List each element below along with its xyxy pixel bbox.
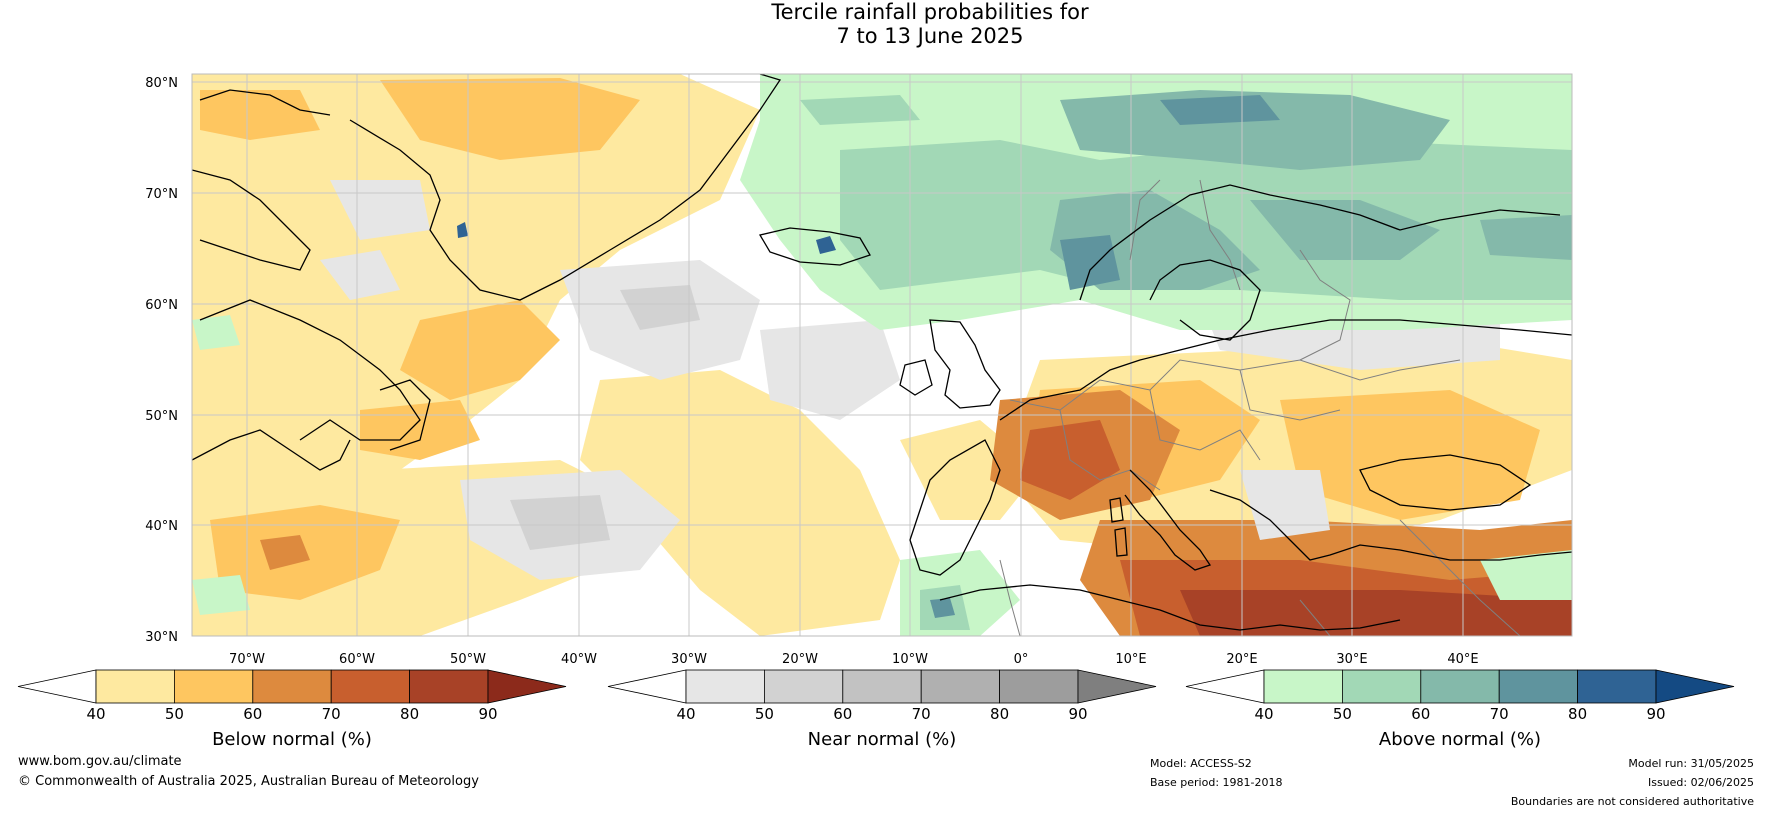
probability-map: [192, 74, 1572, 636]
model-text: Model: ACCESS-S2: [1150, 757, 1252, 770]
copyright-text: © Commonwealth of Australia 2025, Austra…: [18, 774, 479, 789]
colorbar-above-tick: 60: [1411, 705, 1430, 723]
disclaimer-text: Boundaries are not considered authoritat…: [1510, 795, 1754, 808]
colorbar-near-tick: 90: [1068, 705, 1087, 723]
colorbar-below-tick: 80: [400, 705, 419, 723]
lon-label-50w: 50°W: [450, 652, 486, 667]
lon-label-30w: 30°W: [671, 652, 707, 667]
lat-label-50: 50°N: [145, 409, 178, 424]
lon-label-20w: 20°W: [782, 652, 818, 667]
colorbar-above-segment: [1498, 669, 1578, 704]
lon-label-40w: 40°W: [561, 652, 597, 667]
colorbar-near-segment: [920, 669, 1001, 704]
coastlines: [192, 74, 1572, 631]
near-normal-shading-mid: [510, 285, 700, 550]
title-line-2: 7 to 13 June 2025: [836, 24, 1024, 48]
colorbar-near-tick: 80: [990, 705, 1009, 723]
lat-label-40: 40°N: [145, 519, 178, 534]
graticule: [192, 74, 1572, 636]
colorbar-below-segment: [330, 669, 411, 704]
colorbar-near-segment: [999, 669, 1079, 704]
colorbar-below-low-extension: [17, 669, 97, 704]
model-run-text: Model run: 31/05/2025: [1628, 757, 1754, 770]
colorbar-above-tick: 70: [1490, 705, 1509, 723]
lon-label-40e: 40°E: [1447, 652, 1478, 667]
above-normal-shading-70: [930, 95, 1280, 618]
latitude-labels: 80°N 70°N 60°N 50°N 40°N 30°N: [145, 76, 178, 645]
lon-label-10e: 10°E: [1115, 652, 1146, 667]
colorbar-above-label: Above normal (%): [1379, 729, 1541, 750]
colorbar-near-tick: 60: [833, 705, 852, 723]
colorbar-above-tick: 90: [1646, 705, 1665, 723]
lat-label-60: 60°N: [145, 298, 178, 313]
colorbar-below-high-extension: [487, 669, 567, 704]
base-period-text: Base period: 1981-2018: [1150, 776, 1283, 789]
colorbar-near: 40 50 60 70 80 90 Near normal (%): [607, 669, 1157, 750]
colorbar-near-tick: 70: [912, 705, 931, 723]
colorbar-above: 40 50 60 70 80 90 Above normal (%): [1185, 669, 1735, 750]
lon-label-20e: 20°E: [1226, 652, 1257, 667]
issued-text: Issued: 02/06/2025: [1647, 776, 1754, 789]
title-line-1: Tercile rainfall probabilities for: [771, 0, 1089, 24]
colorbar-above-low-extension: [1185, 669, 1265, 704]
colorbar-above-tick: 80: [1568, 705, 1587, 723]
colorbar-above-tick: 50: [1333, 705, 1352, 723]
colorbar-below-label: Below normal (%): [212, 729, 372, 750]
colorbar-near-tick: 40: [676, 705, 695, 723]
lat-label-80: 80°N: [145, 76, 178, 91]
lat-label-30: 30°N: [145, 630, 178, 645]
colorbar-below-segment: [95, 669, 175, 704]
colorbar-above-segment: [1263, 669, 1343, 704]
colorbar-above-segment: [1342, 669, 1422, 704]
colorbar-below-segment: [409, 669, 489, 704]
colorbar-near-segment: [842, 669, 922, 704]
map-frame: [191, 73, 1573, 637]
longitude-labels: 70°W 60°W 50°W 40°W 30°W 20°W 10°W 0° 10…: [229, 652, 1479, 667]
colorbar-below-segment: [252, 669, 332, 704]
colorbar-near-label: Near normal (%): [808, 729, 957, 750]
colorbar-near-high-extension: [1077, 669, 1157, 704]
colorbar-below-tick: 50: [165, 705, 184, 723]
website-text: www.bom.gov.au/climate: [18, 754, 182, 769]
colorbar-above-high-extension: [1655, 669, 1735, 704]
colorbar-below-tick: 40: [86, 705, 105, 723]
colorbar-below-tick: 90: [478, 705, 497, 723]
above-normal-shading-80: [457, 222, 836, 254]
colorbar-above-segment: [1577, 669, 1657, 704]
lon-label-60w: 60°W: [339, 652, 375, 667]
colorbar-near-low-extension: [607, 669, 687, 704]
colorbar-below-segment: [173, 669, 254, 704]
colorbar-below: 40 50 60 70 80 90 Below normal (%): [17, 669, 567, 750]
below-normal-shading-80: [1180, 590, 1572, 636]
country-borders: [999, 179, 1521, 636]
lon-label-30e: 30°E: [1336, 652, 1367, 667]
colorbar-below-tick: 70: [322, 705, 341, 723]
lon-label-10w: 10°W: [892, 652, 928, 667]
colorbar-above-tick: 40: [1254, 705, 1273, 723]
lon-label-70w: 70°W: [229, 652, 265, 667]
colorbar-near-tick: 50: [755, 705, 774, 723]
lat-label-70: 70°N: [145, 187, 178, 202]
colorbar-below-tick: 60: [243, 705, 262, 723]
colorbar-near-segment: [685, 669, 765, 704]
colorbar-legends: 40 50 60 70 80 90 Below normal (%) 40 50 60 70 80 90…: [17, 669, 1735, 750]
map-title: Tercile rainfall probabilities for 7 to …: [0, 0, 1770, 48]
colorbar-near-segment: [764, 669, 844, 704]
lon-label-0: 0°: [1014, 652, 1029, 667]
colorbar-above-segment: [1420, 669, 1500, 704]
